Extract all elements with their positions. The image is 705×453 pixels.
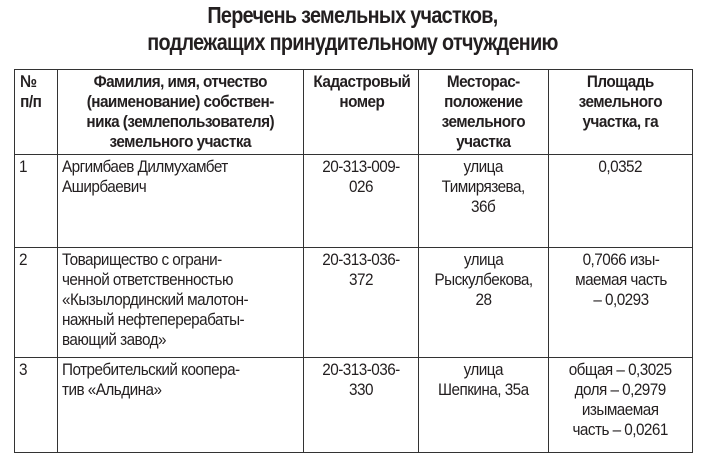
- cell-area: 0,7066 изы- маемая часть – 0,0293: [548, 247, 693, 358]
- header-text: Кадастровый номер: [313, 72, 411, 111]
- cell-text: 0,7066 изы- маемая часть – 0,0293: [574, 250, 667, 309]
- header-cadastral: Кадастровый номер: [303, 69, 419, 155]
- cell-text: 20-313-009- 026: [322, 157, 400, 196]
- header-text: Месторас- положение земельного участка: [441, 72, 526, 151]
- cell-text: улица Тимирязева, 36б: [441, 157, 526, 216]
- header-owner: Фамилия, имя, отчество (наименование) со…: [57, 69, 304, 155]
- cell-owner: Товарищество с ограни- ченной ответствен…: [57, 247, 304, 358]
- table-header-row: № п/п Фамилия, имя, отчество (наименован…: [14, 69, 693, 155]
- cell-location: улица Тимирязева, 36б: [418, 154, 549, 248]
- cell-text: общая – 0,3025 доля – 0,2979 изымаемая ч…: [569, 360, 672, 439]
- cell-text: 0,0352: [598, 157, 643, 176]
- cell-text: 1: [19, 157, 28, 176]
- header-location: Месторас- положение земельного участка: [418, 69, 549, 155]
- cell-text: Товарищество с ограни- ченной ответствен…: [62, 250, 249, 349]
- cell-text: улица Шепкина, 35а: [438, 360, 529, 399]
- cell-text: улица Рыскулбекова, 28: [434, 250, 533, 309]
- header-text: Фамилия, имя, отчество (наименование) со…: [86, 72, 275, 151]
- cell-owner: Потребительский коопера- тив «Альдина»: [57, 357, 304, 453]
- cell-number: 3: [14, 357, 58, 453]
- header-area: Площадь земельного участка, га: [548, 69, 693, 155]
- cell-cadastral: 20-313-036- 372: [303, 247, 419, 358]
- cell-area: 0,0352: [548, 154, 693, 248]
- document-title: Перечень земельных участков, подлежащих …: [147, 2, 558, 55]
- cell-cadastral: 20-313-036- 330: [303, 357, 419, 453]
- table-row: 3 Потребительский коопера- тив «Альдина»…: [14, 357, 693, 453]
- cell-number: 2: [14, 247, 58, 358]
- header-text: № п/п: [20, 72, 42, 111]
- header-number: № п/п: [14, 69, 58, 155]
- table-row: 2 Товарищество с ограни- ченной ответств…: [14, 247, 693, 358]
- cell-location: улица Шепкина, 35а: [418, 357, 549, 453]
- cell-text: 3: [19, 360, 28, 379]
- header-text: Площадь земельного участка, га: [578, 72, 663, 131]
- cell-text: 20-313-036- 330: [322, 360, 400, 399]
- cell-text: 2: [19, 250, 28, 269]
- cell-cadastral: 20-313-009- 026: [303, 154, 419, 248]
- cell-text: Потребительский коопера- тив «Альдина»: [62, 360, 240, 399]
- cell-area: общая – 0,3025 доля – 0,2979 изымаемая ч…: [548, 357, 693, 453]
- land-plots-table: № п/п Фамилия, имя, отчество (наименован…: [14, 69, 693, 453]
- cell-text: 20-313-036- 372: [322, 250, 400, 289]
- cell-text: Аргимбаев Дилмухамбет Аширбаевич: [62, 157, 228, 196]
- table-row: 1 Аргимбаев Дилмухамбет Аширбаевич 20-31…: [14, 154, 693, 248]
- cell-owner: Аргимбаев Дилмухамбет Аширбаевич: [57, 154, 304, 248]
- cell-location: улица Рыскулбекова, 28: [418, 247, 549, 358]
- cell-number: 1: [14, 154, 58, 248]
